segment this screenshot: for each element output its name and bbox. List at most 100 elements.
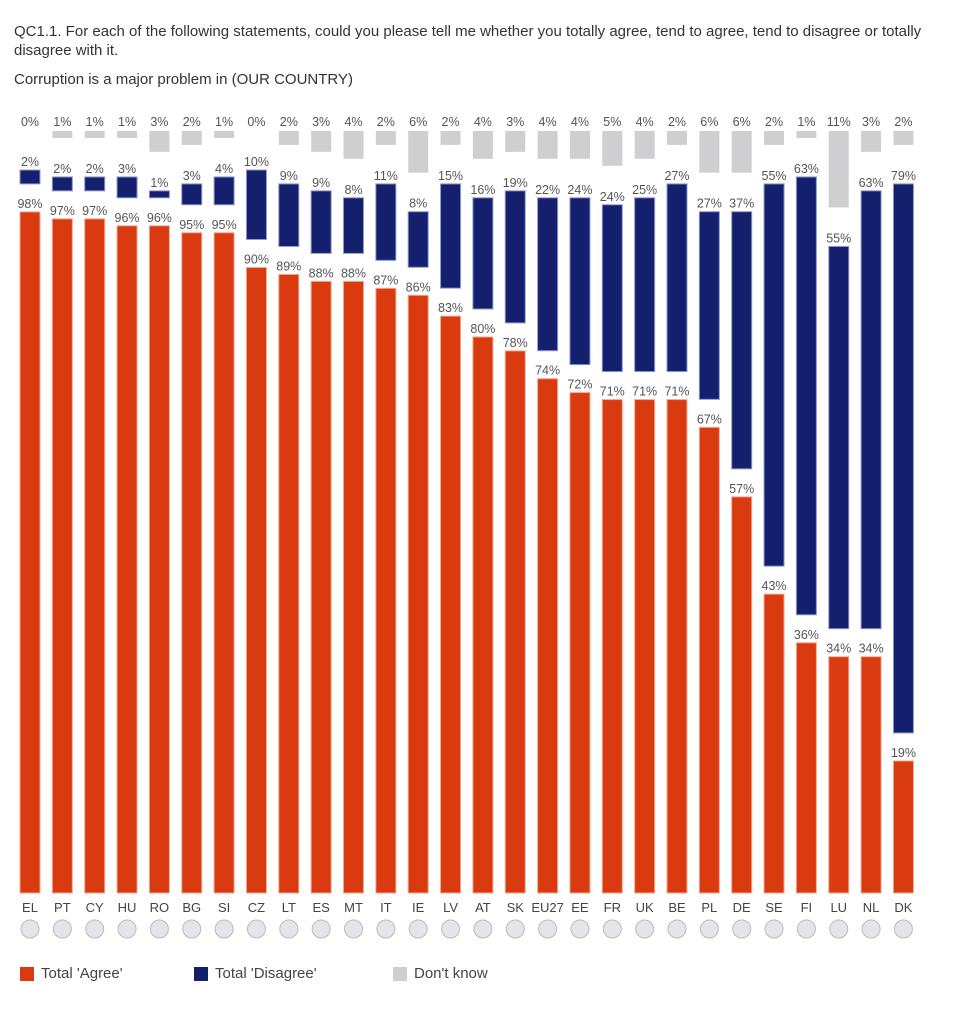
label-agree-nl: 34%	[859, 642, 884, 656]
label-dont-know-pl: 6%	[700, 115, 718, 129]
label-disagree-ie: 8%	[409, 197, 427, 211]
label-dont-know-cy: 1%	[86, 115, 104, 129]
category-label-at: AT	[475, 900, 491, 915]
bar-agree-fi	[795, 642, 817, 894]
category-label-pt: PT	[54, 900, 71, 915]
label-agree-bg: 95%	[179, 218, 204, 232]
bar-disagree-mt	[343, 197, 364, 254]
label-dont-know-es: 3%	[312, 115, 330, 129]
category-label-it: IT	[380, 900, 392, 915]
category-label-uk: UK	[636, 900, 654, 915]
bar-dont-know-mt	[343, 131, 364, 159]
label-dont-know-dk: 2%	[894, 115, 912, 129]
category-label-mt: MT	[344, 900, 363, 915]
bar-disagree-ie	[407, 211, 429, 268]
czech-flag-icon	[246, 919, 266, 939]
bar-dont-know-it	[375, 131, 396, 145]
category-label-pl: PL	[701, 900, 717, 915]
label-disagree-ee: 24%	[567, 183, 592, 197]
bar-agree-hu	[116, 225, 138, 894]
bar-dont-know-dk	[893, 131, 914, 145]
label-agree-dk: 19%	[891, 746, 916, 760]
label-dont-know-de: 6%	[733, 115, 751, 129]
category-label-es: ES	[312, 900, 330, 915]
label-disagree-eu27: 22%	[535, 183, 560, 197]
bar-agree-lt	[278, 273, 300, 894]
bar-chart: 98% 2% 0% EL 97% 2% 1% PT 97% 2% 1% CY 96% 3% 1% HU 96% 1…	[17, 115, 916, 939]
bar-disagree-nl	[860, 190, 882, 630]
category-label-sk: SK	[507, 900, 525, 915]
bar-disagree-lv	[440, 183, 462, 289]
label-disagree-hu: 3%	[118, 162, 136, 176]
label-disagree-se: 55%	[762, 169, 787, 183]
bar-disagree-cy	[84, 176, 106, 192]
estonia-flag-icon	[570, 919, 590, 939]
eu-flag-icon	[538, 919, 558, 939]
label-disagree-lu: 55%	[826, 231, 851, 245]
austria-flag-icon	[473, 919, 493, 939]
italy-flag-icon	[376, 919, 396, 939]
bar-dont-know-lt	[278, 131, 299, 145]
bar-agree-uk	[634, 399, 656, 894]
poland-flag-icon	[699, 919, 719, 939]
label-agree-cz: 90%	[244, 253, 269, 267]
bar-agree-pt	[51, 218, 73, 894]
bar-disagree-it	[375, 183, 397, 261]
label-dont-know-hu: 1%	[118, 115, 136, 129]
bar-agree-se	[763, 593, 785, 894]
question-text: QC1.1. For each of the following stateme…	[14, 23, 922, 59]
bar-dont-know-at	[472, 131, 493, 159]
category-label-fr: FR	[604, 900, 621, 915]
label-dont-know-nl: 3%	[862, 115, 880, 129]
category-label-se: SE	[765, 900, 783, 915]
label-dont-know-ro: 3%	[150, 115, 168, 129]
label-dont-know-it: 2%	[377, 115, 395, 129]
label-agree-cy: 97%	[82, 204, 107, 218]
category-label-eu27: EU27	[531, 900, 564, 915]
category-label-lt: LT	[282, 900, 296, 915]
bar-dont-know-si	[214, 131, 235, 138]
bulgaria-flag-icon	[182, 919, 202, 939]
bar-disagree-pl	[698, 211, 720, 400]
label-agree-ie: 86%	[406, 280, 431, 294]
bar-disagree-de	[731, 211, 753, 470]
category-label-fi: FI	[801, 900, 813, 915]
label-agree-lt: 89%	[276, 259, 301, 273]
lithuania-flag-icon	[279, 919, 299, 939]
bar-agree-lu	[828, 656, 850, 894]
legend-swatch-agree	[20, 966, 34, 981]
bar-agree-es	[310, 280, 332, 894]
label-agree-uk: 71%	[632, 385, 657, 399]
category-label-cz: CZ	[248, 900, 265, 915]
category-label-cy: CY	[86, 900, 104, 915]
bar-dont-know-lv	[440, 131, 461, 145]
bar-agree-at	[472, 336, 494, 894]
cyprus-flag-icon	[85, 919, 105, 939]
bar-dont-know-es	[311, 131, 332, 152]
bar-dont-know-sk	[505, 131, 526, 152]
category-label-nl: NL	[863, 900, 880, 915]
greece-flag-icon	[20, 919, 40, 939]
bar-dont-know-pt	[52, 131, 73, 138]
label-agree-ro: 96%	[147, 211, 172, 225]
category-label-ro: RO	[150, 900, 170, 915]
label-disagree-si: 4%	[215, 162, 233, 176]
label-dont-know-uk: 4%	[636, 115, 654, 129]
label-disagree-pl: 27%	[697, 197, 722, 211]
label-disagree-be: 27%	[664, 169, 689, 183]
bar-dont-know-ie	[408, 131, 429, 173]
legend-swatch-dont-know	[393, 966, 407, 981]
category-label-lu: LU	[830, 900, 847, 915]
bar-agree-nl	[860, 656, 882, 894]
category-label-bg: BG	[182, 900, 201, 915]
label-dont-know-at: 4%	[474, 115, 492, 129]
bar-agree-dk	[892, 760, 914, 894]
category-label-ie: IE	[412, 900, 425, 915]
bar-dont-know-se	[764, 131, 785, 145]
label-agree-es: 88%	[309, 266, 334, 280]
label-agree-fi: 36%	[794, 628, 819, 642]
bar-disagree-sk	[504, 190, 526, 324]
legend-item-agree: Total 'Agree'	[20, 965, 123, 982]
label-agree-eu27: 74%	[535, 364, 560, 378]
label-dont-know-lv: 2%	[442, 115, 460, 129]
